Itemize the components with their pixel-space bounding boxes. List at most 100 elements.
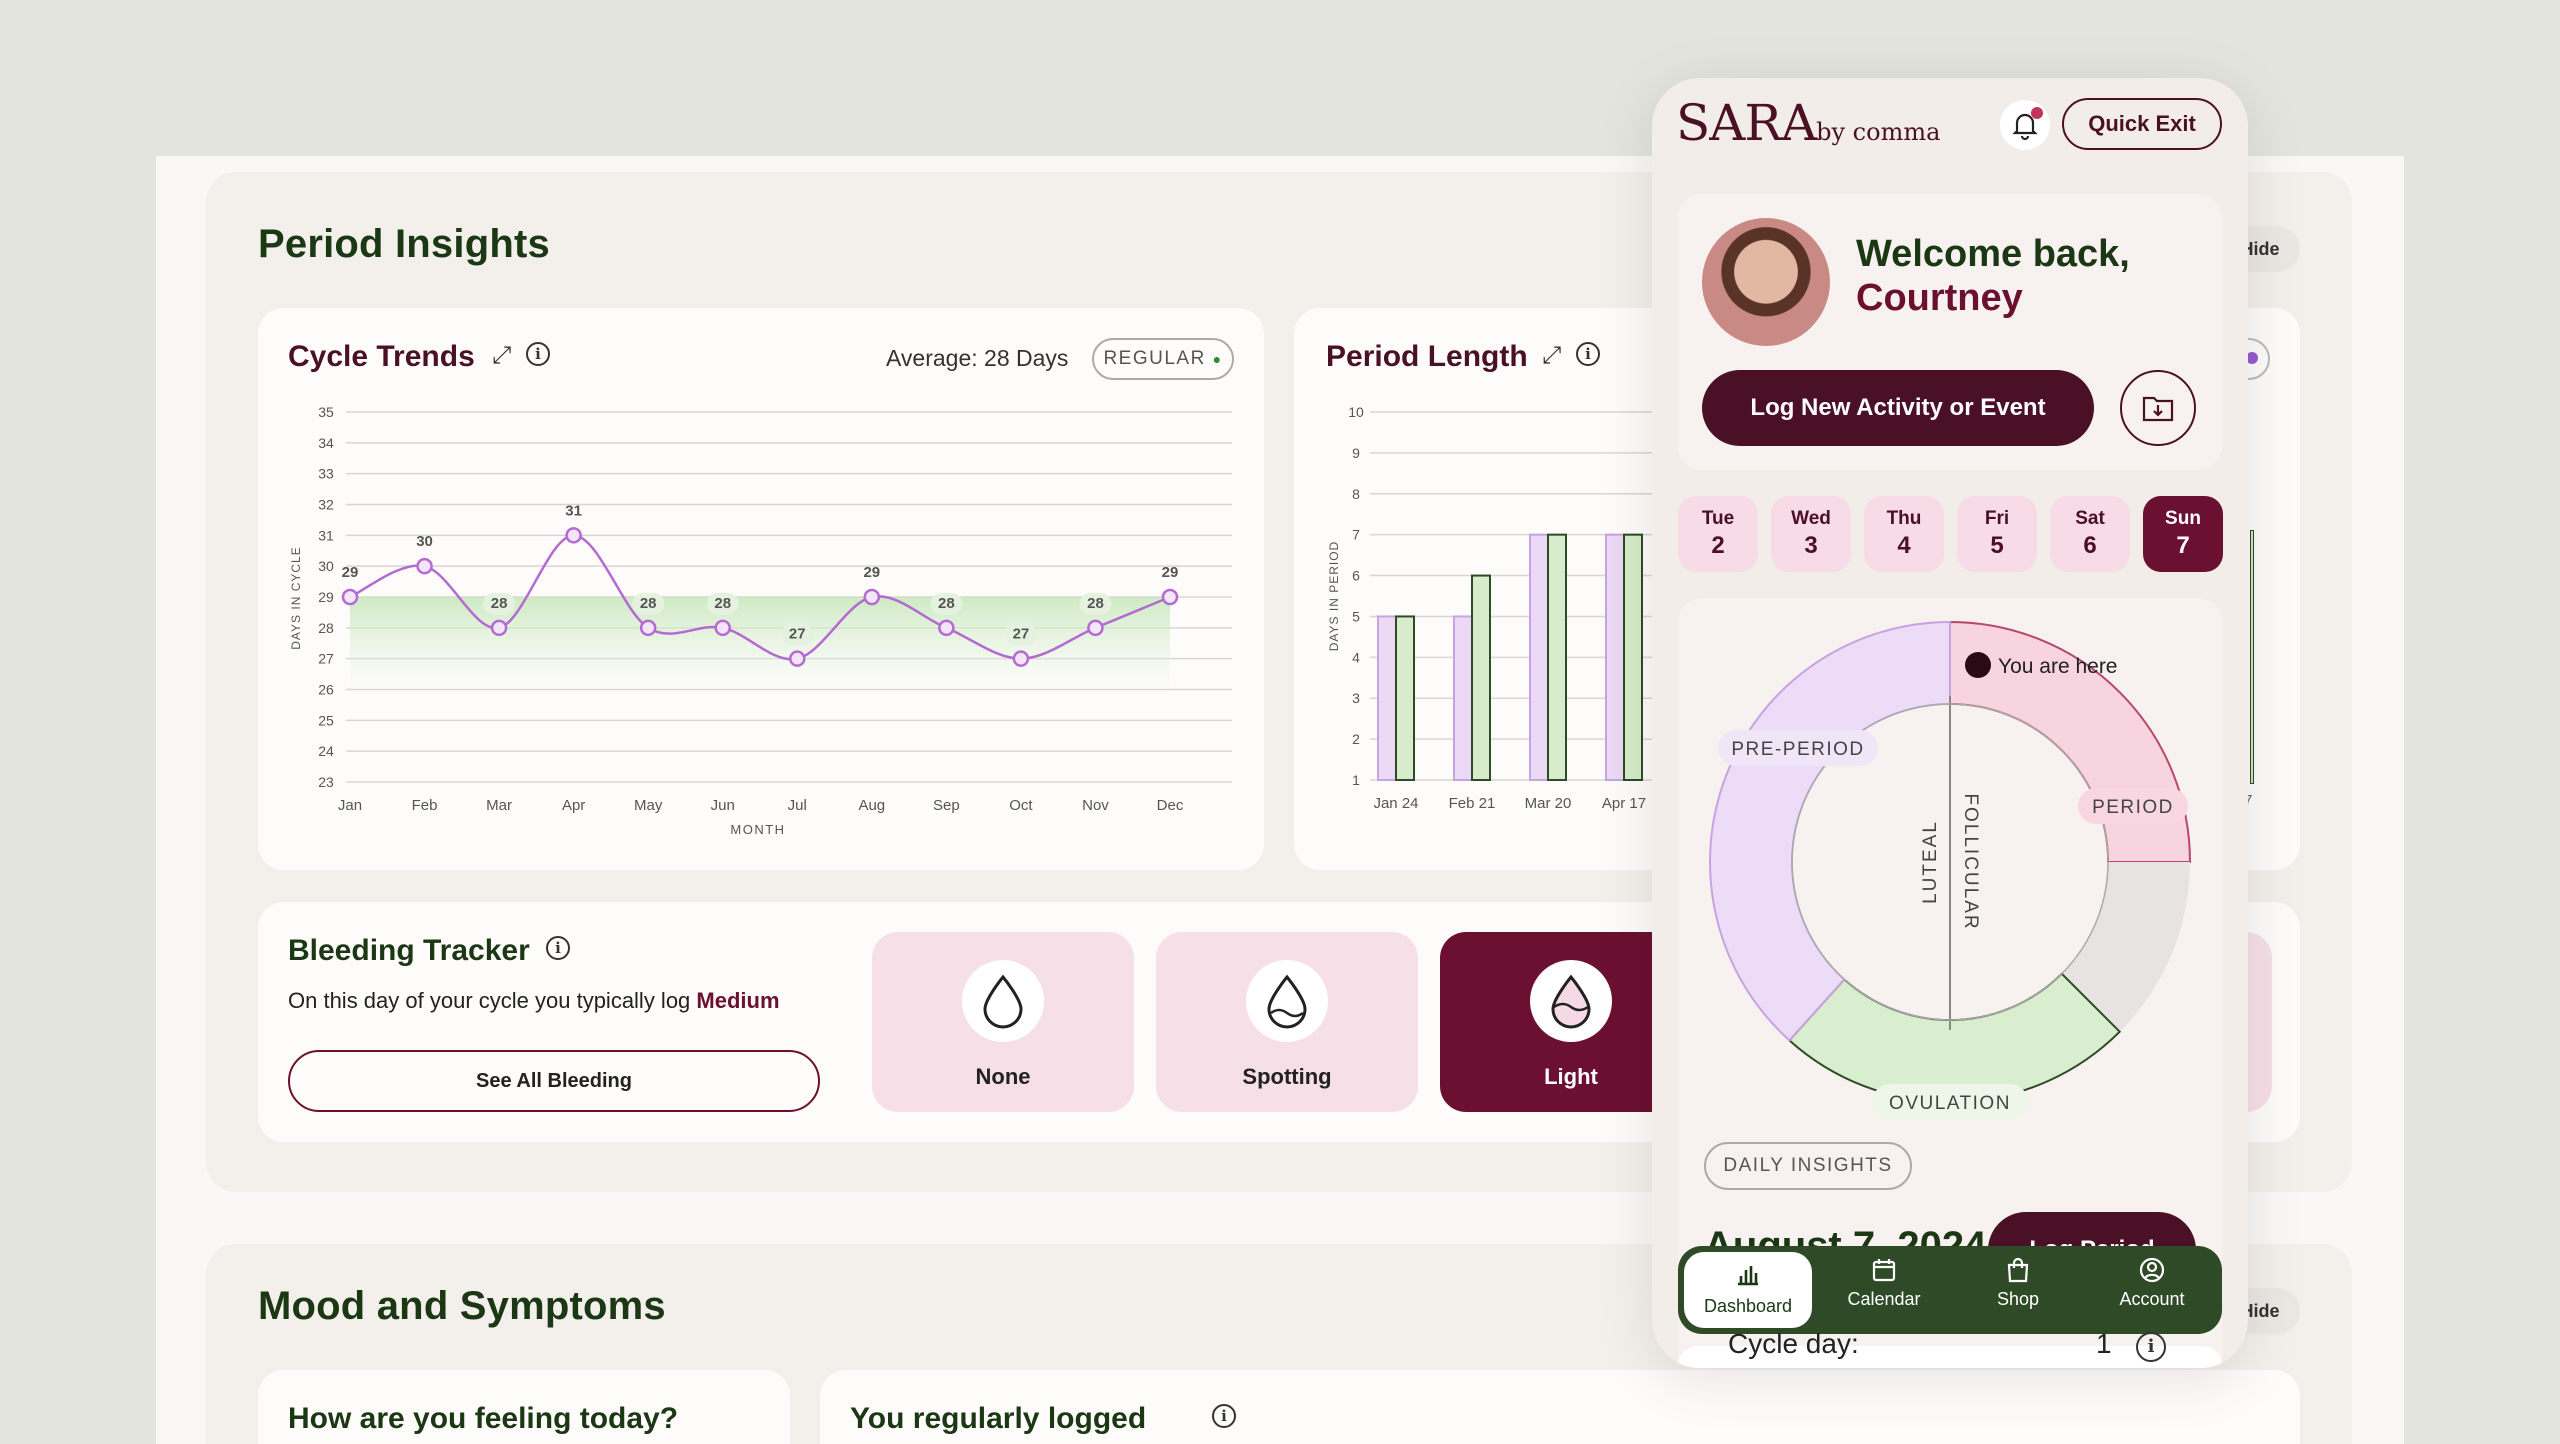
account-icon bbox=[2139, 1257, 2165, 1283]
data-point bbox=[714, 619, 731, 637]
data-point bbox=[639, 619, 657, 637]
shopping-bag-icon bbox=[2007, 1257, 2029, 1283]
luteal-label: LUTEAL bbox=[1920, 820, 1941, 904]
nav-calendar[interactable]: Calendar bbox=[1824, 1256, 1944, 1310]
bleeding-description: On this day of your cycle you typically … bbox=[288, 988, 780, 1013]
average-label: Average: 28 Days bbox=[886, 345, 1069, 371]
period-label: PERIOD bbox=[2092, 797, 2174, 818]
day-sun[interactable]: Sun 7 bbox=[2143, 496, 2223, 572]
logged-card bbox=[820, 1370, 2300, 1444]
data-label: 28 bbox=[491, 595, 508, 612]
nav-account[interactable]: Account bbox=[2092, 1256, 2212, 1310]
data-label: 27 bbox=[789, 626, 806, 643]
period-insights-title: Period Insights bbox=[258, 222, 550, 266]
y-tick-label: 10 bbox=[1348, 404, 1364, 420]
y-tick-label: 26 bbox=[318, 682, 334, 698]
data-label-bg bbox=[1079, 592, 1112, 615]
data-point bbox=[1012, 650, 1030, 667]
data-label: 28 bbox=[714, 595, 731, 612]
info-icon[interactable]: i bbox=[1576, 342, 1600, 366]
regular-badge: REGULAR ● bbox=[1092, 338, 1234, 380]
x-tick-label: Jan 24 bbox=[1373, 795, 1418, 812]
x-tick-label: Aug bbox=[858, 797, 885, 814]
day-tue[interactable]: Tue 2 bbox=[1678, 496, 1758, 572]
folder-download-icon[interactable] bbox=[2120, 370, 2196, 446]
you-are-here-label: You are here bbox=[1998, 655, 2118, 678]
follicular-gap-segment bbox=[2061, 862, 2190, 1032]
bar-series-2 bbox=[1547, 533, 1567, 781]
bar-series-1 bbox=[1453, 615, 1473, 781]
bar-partial bbox=[2250, 530, 2254, 784]
calendar-icon bbox=[1872, 1259, 1896, 1282]
nav-shop[interactable]: Shop bbox=[1958, 1256, 2078, 1310]
y-axis-label: DAYS IN CYCLE bbox=[289, 546, 303, 649]
cycle-trends-chart: 23 24 25 26 27 28 29 30 31 32 33 34 35 29 30 28 31 28 28 2… bbox=[289, 404, 1232, 837]
bar-series-1 bbox=[1529, 533, 1549, 781]
y-tick-label: 25 bbox=[318, 712, 334, 728]
cycle-day-value: 1 bbox=[2096, 1328, 2112, 1359]
cycle-day-label: Cycle day: bbox=[1728, 1328, 1859, 1359]
day-wed[interactable]: Wed 3 bbox=[1771, 496, 1851, 572]
info-icon[interactable]: i bbox=[1212, 1404, 1236, 1428]
welcome-text: Welcome back, Courtney bbox=[1856, 233, 2130, 319]
data-point bbox=[863, 588, 881, 606]
bar-series-2 bbox=[1395, 615, 1415, 781]
data-label-bg bbox=[483, 592, 516, 615]
expand-icon[interactable]: ⤢ bbox=[492, 342, 512, 369]
data-label: 30 bbox=[416, 533, 433, 550]
data-label: 28 bbox=[640, 595, 657, 612]
mobile-app: SARAby comma Quick Exit Welcome back, Co… bbox=[1652, 78, 2248, 1368]
bell-icon[interactable] bbox=[2000, 100, 2050, 150]
y-tick-label: 4 bbox=[1352, 649, 1360, 665]
info-icon[interactable]: i bbox=[546, 936, 570, 960]
y-tick-label: 27 bbox=[318, 651, 334, 667]
y-tick-label: 24 bbox=[318, 743, 334, 759]
x-tick-label: Apr 17 bbox=[1602, 795, 1646, 812]
daily-insights-badge: DAILY INSIGHTS bbox=[1704, 1142, 1912, 1190]
bleeding-option-none[interactable]: None bbox=[872, 932, 1134, 1112]
status-dot-icon: ● bbox=[1212, 351, 1223, 367]
y-tick-label: 35 bbox=[318, 404, 334, 420]
data-point bbox=[789, 650, 806, 667]
expand-icon[interactable]: ⤢ bbox=[1542, 342, 1562, 369]
y-tick-label: 23 bbox=[318, 774, 334, 790]
log-activity-button[interactable]: Log New Activity or Event bbox=[1702, 370, 2094, 446]
bleeding-option-spotting[interactable]: Spotting bbox=[1156, 932, 1418, 1112]
y-tick-label: 31 bbox=[318, 527, 334, 543]
y-tick-label: 7 bbox=[1352, 527, 1360, 543]
y-tick-label: 6 bbox=[1352, 568, 1360, 584]
y-tick-label: 8 bbox=[1352, 486, 1360, 502]
x-tick-label: Feb 21 bbox=[1449, 795, 1496, 812]
x-tick-label: Feb bbox=[412, 797, 438, 814]
data-point bbox=[490, 619, 508, 637]
data-label: 28 bbox=[1087, 595, 1104, 612]
data-label: 28 bbox=[938, 595, 955, 612]
data-point bbox=[1087, 619, 1104, 637]
nav-dashboard[interactable]: Dashboard bbox=[1684, 1252, 1812, 1328]
quick-exit-button[interactable]: Quick Exit bbox=[2062, 98, 2222, 150]
info-icon[interactable]: i bbox=[526, 342, 550, 366]
bar-series-1 bbox=[1605, 533, 1625, 781]
day-fri[interactable]: Fri 5 bbox=[1957, 496, 2037, 572]
app-logo: SARAby comma bbox=[1676, 94, 1941, 152]
data-point bbox=[938, 619, 955, 637]
y-tick-label: 1 bbox=[1352, 772, 1360, 788]
data-label: 29 bbox=[342, 564, 359, 581]
day-thu[interactable]: Thu 4 bbox=[1864, 496, 1944, 572]
y-tick-label: 33 bbox=[318, 466, 334, 482]
y-tick-label: 30 bbox=[318, 558, 334, 574]
x-tick-label: Nov bbox=[1082, 797, 1109, 814]
see-all-bleeding-button[interactable]: See All Bleeding bbox=[288, 1050, 820, 1112]
feeling-card bbox=[258, 1370, 790, 1444]
mood-symptoms-title: Mood and Symptoms bbox=[258, 1284, 666, 1328]
info-icon[interactable]: i bbox=[2136, 1332, 2166, 1362]
y-axis-label: DAYS IN PERIOD bbox=[1327, 541, 1341, 651]
cycle-trends-card bbox=[258, 308, 1264, 870]
x-tick-label: Sep bbox=[933, 797, 960, 814]
feeling-title: How are you feeling today? bbox=[288, 1402, 679, 1435]
y-tick-label: 34 bbox=[318, 435, 334, 451]
x-tick-label: Oct bbox=[1009, 797, 1033, 814]
bar-series-2 bbox=[1623, 533, 1643, 781]
day-sat[interactable]: Sat 6 bbox=[2050, 496, 2130, 572]
x-tick-label: Jan bbox=[338, 797, 362, 814]
